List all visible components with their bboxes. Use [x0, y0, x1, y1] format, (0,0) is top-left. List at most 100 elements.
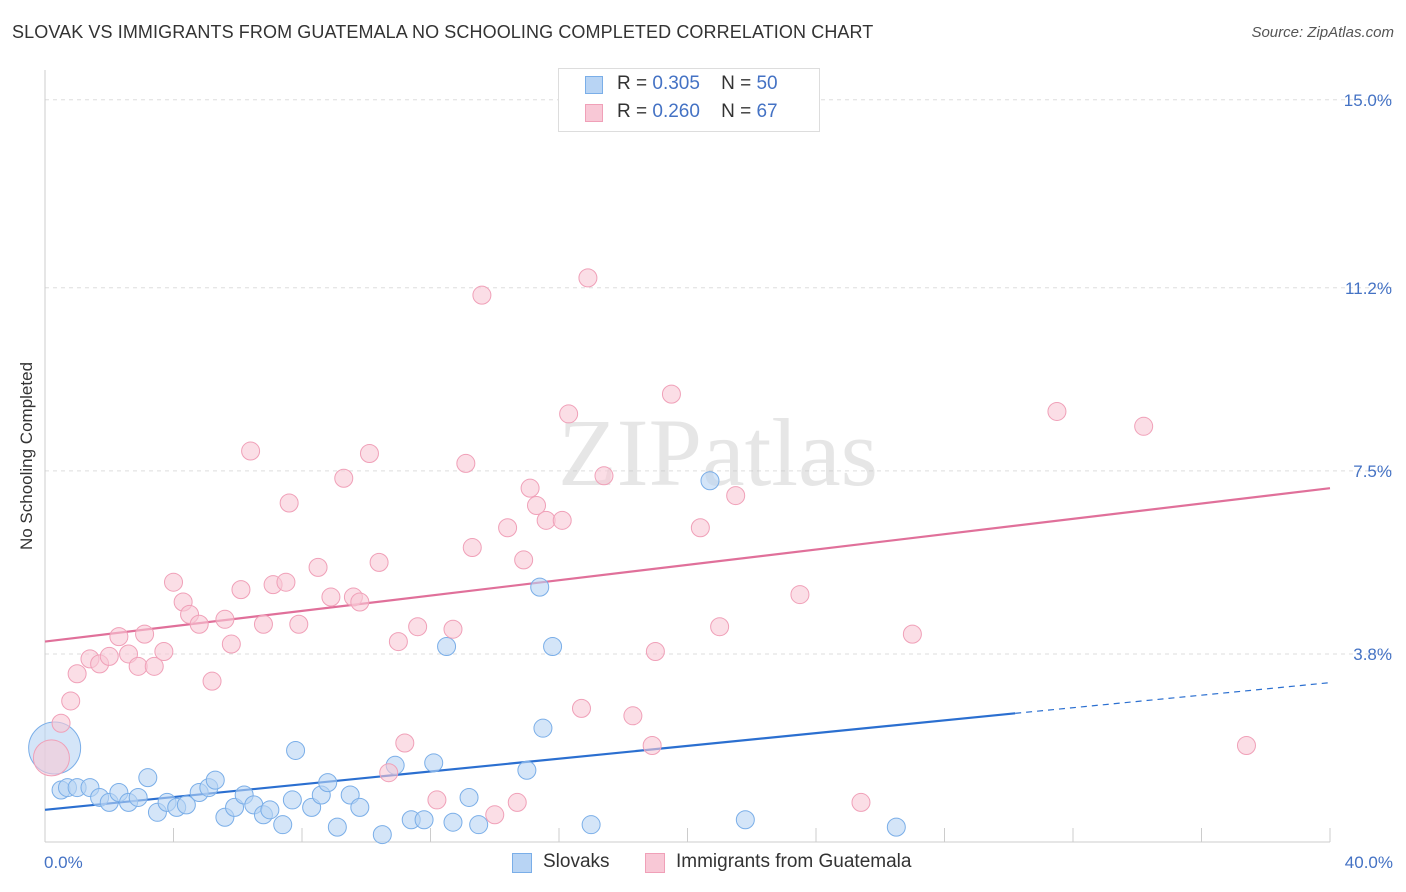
guatemala-point [144, 656, 164, 676]
legend-n-value: 50 [756, 73, 778, 94]
slovaks-point [414, 810, 434, 830]
guatemala-point [221, 634, 241, 654]
slovaks-point [700, 471, 720, 491]
legend-swatch-slovaks [585, 76, 603, 94]
slovaks-point [318, 773, 338, 793]
slovaks-point [459, 787, 479, 807]
guatemala-point [32, 739, 70, 777]
guatemala-point [128, 656, 148, 676]
x-tick-label: 0.0% [44, 853, 83, 872]
guatemala-point [51, 713, 71, 733]
guatemala-point [851, 792, 871, 812]
guatemala-point [485, 805, 505, 825]
y-axis-label: No Schooling Completed [17, 361, 36, 551]
guatemala-point [536, 510, 556, 530]
guatemala-point [189, 614, 209, 634]
slovaks-point [517, 760, 537, 780]
guatemala-point [520, 478, 540, 498]
x-tick-label: 40.0% [1344, 853, 1393, 872]
legend-r-label: R = [617, 73, 648, 94]
legend-n-label: N = [721, 73, 752, 94]
guatemala-point [559, 404, 579, 424]
series-swatch-guatemala [645, 853, 665, 873]
series-label-slovaks: Slovaks [543, 851, 610, 872]
guatemala-point [241, 441, 261, 461]
legend-n-value: 67 [756, 101, 778, 122]
guatemala-point [472, 285, 492, 305]
y-tick-label: 3.8% [1353, 644, 1392, 664]
guatemala-point [514, 550, 534, 570]
guatemala-point [456, 453, 476, 473]
guatemala-point [379, 763, 399, 783]
slovaks-point [286, 740, 306, 760]
slovaks-point [530, 577, 550, 597]
guatemala-point [1134, 416, 1154, 436]
guatemala-point [443, 619, 463, 639]
guatemala-point [334, 468, 354, 488]
guatemala-point [710, 617, 730, 637]
slovaks-point [581, 815, 601, 835]
guatemala-point [690, 518, 710, 538]
guatemala-point [1236, 736, 1256, 755]
slovaks-point [176, 795, 196, 815]
legend-r-value: 0.260 [652, 101, 700, 122]
guatemala-point [498, 518, 518, 538]
slovaks-point [138, 768, 158, 788]
guatemala-point [154, 641, 174, 661]
slovaks-point [205, 770, 225, 790]
guatemala-point [67, 664, 87, 684]
guatemala-trend-line [44, 487, 1331, 643]
slovaks-trend-extension [1015, 682, 1331, 714]
series-legend: Slovaks Immigrants from Guatemala [0, 851, 1406, 879]
guatemala-point [388, 632, 408, 652]
slovaks-point [469, 815, 489, 835]
guatemala-point [578, 268, 598, 288]
slovaks-point [437, 637, 457, 657]
guatemala-point [308, 557, 328, 577]
guatemala-point [99, 646, 119, 666]
series-label-guatemala: Immigrants from Guatemala [676, 851, 912, 872]
y-tick-label: 15.0% [1343, 90, 1392, 110]
chart-title: SLOVAK VS IMMIGRANTS FROM GUATEMALA NO S… [12, 22, 874, 42]
watermark: ZIPatlas [558, 399, 878, 506]
guatemala-point [395, 733, 415, 753]
slovaks-point [735, 810, 755, 830]
slovaks-point [543, 637, 563, 657]
slovaks-point [273, 815, 293, 835]
guatemala-point [202, 671, 222, 691]
guatemala-point [507, 792, 527, 812]
slovaks-point [443, 812, 463, 832]
slovaks-point [372, 825, 392, 845]
slovaks-point [327, 817, 347, 837]
guatemala-point [408, 617, 428, 637]
guatemala-point [623, 706, 643, 726]
legend-swatch-guatemala [585, 104, 603, 122]
legend-r-label: R = [617, 101, 648, 122]
guatemala-point [276, 572, 296, 592]
guatemala-point [594, 466, 614, 486]
guatemala-point [1047, 401, 1067, 421]
slovaks-point [128, 787, 148, 807]
y-tick-label: 11.2% [1345, 278, 1392, 298]
legend-r-value: 0.305 [652, 73, 700, 94]
slovaks-point [424, 753, 444, 773]
guatemala-point [135, 624, 155, 644]
slovaks-point [533, 718, 553, 738]
legend-n-label: N = [721, 101, 752, 122]
slovaks-point [350, 797, 370, 817]
guatemala-point [462, 538, 482, 558]
guatemala-point [359, 444, 379, 464]
guatemala-point [527, 495, 547, 515]
source-label: Source: ZipAtlas.com [1251, 24, 1394, 41]
slovaks-point [282, 790, 302, 810]
axes [44, 70, 1331, 843]
guatemala-point [321, 587, 341, 607]
data-points [28, 268, 1256, 845]
guatemala-point [289, 614, 309, 634]
slovaks-point [260, 800, 280, 820]
slovaks-point [886, 817, 906, 837]
guatemala-point [253, 614, 273, 634]
guatemala-point [645, 641, 665, 661]
y-tick-label: 7.5% [1353, 461, 1392, 481]
